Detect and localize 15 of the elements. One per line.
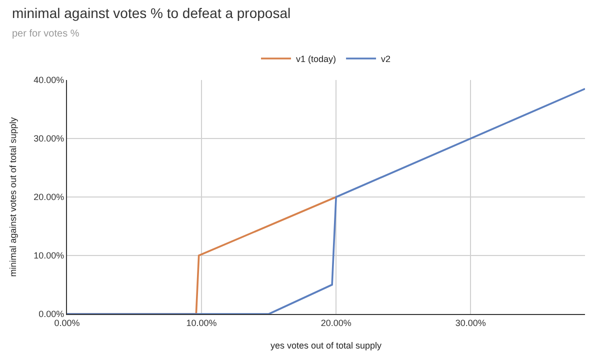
x-tick-label: 20.00% <box>320 318 352 328</box>
y-tick-label: 20.00% <box>34 192 64 202</box>
y-tick-label: 30.00% <box>34 134 64 144</box>
y-tick-label: 10.00% <box>34 250 64 261</box>
y-tick-label: 0.00% <box>38 309 64 320</box>
x-tick-label: 0.00% <box>54 318 80 328</box>
y-axis-title: minimal against votes out of total supply <box>8 116 18 277</box>
x-tick-label: 10.00% <box>186 318 217 328</box>
y-tick-label: 40.00% <box>34 75 64 86</box>
x-axis-title: yes votes out of total supply <box>270 340 382 351</box>
x-tick-label: 30.00% <box>455 318 486 328</box>
chart-subtitle: per for votes % <box>12 28 80 40</box>
legend-label: v1 (today) <box>296 54 336 64</box>
chart-title: minimal against votes % to defeat a proposal <box>12 5 291 22</box>
legend-label: v2 <box>381 54 391 64</box>
